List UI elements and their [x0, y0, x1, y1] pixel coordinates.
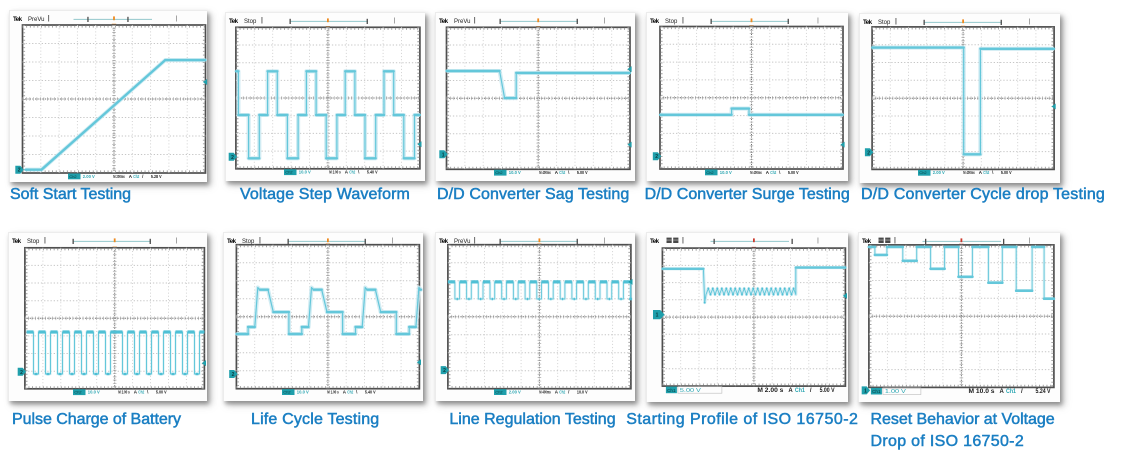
svg-text:5.00 V: 5.00 V	[819, 388, 834, 394]
svg-text:5.00 V: 5.00 V	[1001, 170, 1012, 175]
svg-text:Ch2: Ch2	[770, 170, 776, 175]
svg-text:A: A	[129, 174, 133, 179]
svg-text:2.00 V: 2.00 V	[509, 390, 521, 395]
svg-text:Ch2: Ch2	[559, 390, 565, 395]
svg-text:10.0 V: 10.0 V	[509, 170, 521, 175]
svg-text:Ch2: Ch2	[983, 170, 989, 175]
svg-text:1: 1	[864, 388, 867, 394]
svg-text:Ch2: Ch2	[706, 170, 713, 175]
svg-text:Stop: Stop	[27, 239, 40, 245]
svg-text:Ch2: Ch2	[74, 390, 81, 395]
svg-text:2.00 V: 2.00 V	[83, 174, 95, 179]
svg-text:Ch1: Ch1	[1006, 389, 1017, 395]
svg-text:/: /	[142, 174, 144, 179]
svg-text:2: 2	[655, 154, 658, 160]
svg-text:A: A	[342, 390, 346, 395]
svg-text:2: 2	[443, 368, 446, 374]
svg-text:Ch2: Ch2	[495, 170, 502, 175]
svg-text:Ch2: Ch2	[133, 174, 139, 179]
svg-text:Ch2: Ch2	[347, 390, 353, 395]
svg-text:10.0 V: 10.0 V	[296, 390, 308, 395]
svg-text:Tek: Tek	[439, 18, 449, 25]
svg-text:5.00 V: 5.00 V	[679, 388, 700, 394]
svg-text:\: \	[568, 170, 570, 175]
svg-text:1: 1	[442, 152, 445, 158]
svg-text:Stop: Stop	[878, 20, 891, 26]
svg-text:\: \	[779, 170, 781, 175]
svg-text:M 400ms: M 400ms	[539, 170, 551, 175]
svg-text:5.00 V: 5.00 V	[577, 170, 588, 175]
svg-text:Tek: Tek	[12, 238, 22, 245]
svg-text:1.00 V: 1.00 V	[885, 389, 906, 395]
svg-text:Stop: Stop	[242, 239, 255, 245]
svg-text:Tek: Tek	[13, 16, 23, 23]
svg-text:\: \	[356, 390, 358, 395]
svg-text:Tek: Tek	[227, 238, 237, 245]
svg-text:\: \	[358, 170, 360, 175]
svg-text:M 400ms: M 400ms	[539, 390, 551, 395]
svg-text:10.0 V: 10.0 V	[298, 170, 310, 175]
svg-text:M 400ms: M 400ms	[963, 170, 975, 175]
svg-text:M 10.0 s: M 10.0 s	[969, 389, 996, 395]
svg-text:M 400ms: M 400ms	[750, 170, 762, 175]
svg-text:5.40 V: 5.40 V	[364, 390, 375, 395]
svg-text:PreVu: PreVu	[454, 239, 470, 245]
svg-text:PreVu: PreVu	[454, 19, 470, 25]
svg-text:5.00 V: 5.00 V	[155, 390, 166, 395]
svg-text:Ch2: Ch2	[69, 174, 76, 179]
svg-text:5.00 V: 5.00 V	[787, 170, 798, 175]
svg-text:Tek: Tek	[229, 18, 239, 25]
svg-text:A: A	[555, 170, 559, 175]
svg-text:5.40 V: 5.40 V	[366, 170, 377, 175]
svg-text:A: A	[788, 388, 793, 394]
svg-text:2: 2	[231, 155, 234, 161]
svg-text:Ch2: Ch2	[919, 170, 926, 175]
svg-text:A: A	[765, 170, 769, 175]
svg-text:M 2.00 s: M 2.00 s	[118, 390, 130, 395]
svg-text:Ch1: Ch1	[667, 388, 676, 393]
svg-text:Tek: Tek	[650, 18, 660, 25]
svg-text:M 2.00 s: M 2.00 s	[757, 388, 784, 394]
svg-text:Ch1: Ch1	[794, 388, 805, 394]
svg-text:A: A	[1000, 389, 1005, 395]
svg-text:A: A	[555, 390, 559, 395]
svg-text:/: /	[568, 390, 570, 395]
svg-text:Ch2: Ch2	[283, 390, 290, 395]
svg-text:2: 2	[20, 370, 23, 376]
svg-text:2.00 V: 2.00 V	[933, 170, 945, 175]
svg-text:2: 2	[231, 372, 234, 378]
svg-text:Tek: Tek	[863, 19, 873, 26]
svg-text:10.0 V: 10.0 V	[719, 170, 731, 175]
svg-text:A: A	[344, 170, 348, 175]
svg-text:Ch2: Ch2	[349, 170, 355, 175]
svg-text:Stop: Stop	[244, 19, 257, 25]
svg-text:5.28 V: 5.28 V	[151, 174, 162, 179]
svg-text:M 2.00 s: M 2.00 s	[329, 170, 341, 175]
svg-text:\: \	[992, 170, 994, 175]
svg-text:M 200ms: M 200ms	[113, 174, 125, 179]
svg-text:10.0 V: 10.0 V	[577, 390, 588, 395]
svg-text:Tek: Tek	[650, 238, 660, 245]
svg-text:PreVu: PreVu	[28, 17, 44, 23]
svg-text:Tek: Tek	[862, 238, 872, 245]
svg-text:A: A	[979, 170, 983, 175]
svg-text:5.24 V: 5.24 V	[1036, 389, 1051, 395]
svg-text:1: 1	[655, 313, 658, 319]
svg-text:Ch2: Ch2	[138, 390, 144, 395]
svg-text:Ch2: Ch2	[285, 170, 292, 175]
svg-text:Ch1: Ch1	[872, 389, 881, 394]
svg-text:/: /	[809, 388, 811, 394]
svg-text:A: A	[133, 390, 137, 395]
svg-text:\: \	[147, 390, 149, 395]
svg-text:2: 2	[18, 168, 21, 174]
svg-text:Ch2: Ch2	[559, 170, 565, 175]
svg-text:/: /	[1021, 389, 1023, 395]
svg-text:Ch2: Ch2	[495, 390, 502, 395]
svg-text:Tek: Tek	[439, 238, 449, 245]
svg-text:M 1.00 s: M 1.00 s	[327, 390, 339, 395]
svg-text:Stop: Stop	[665, 19, 678, 25]
svg-text:10.0 V: 10.0 V	[87, 390, 99, 395]
svg-text:2: 2	[867, 150, 870, 156]
